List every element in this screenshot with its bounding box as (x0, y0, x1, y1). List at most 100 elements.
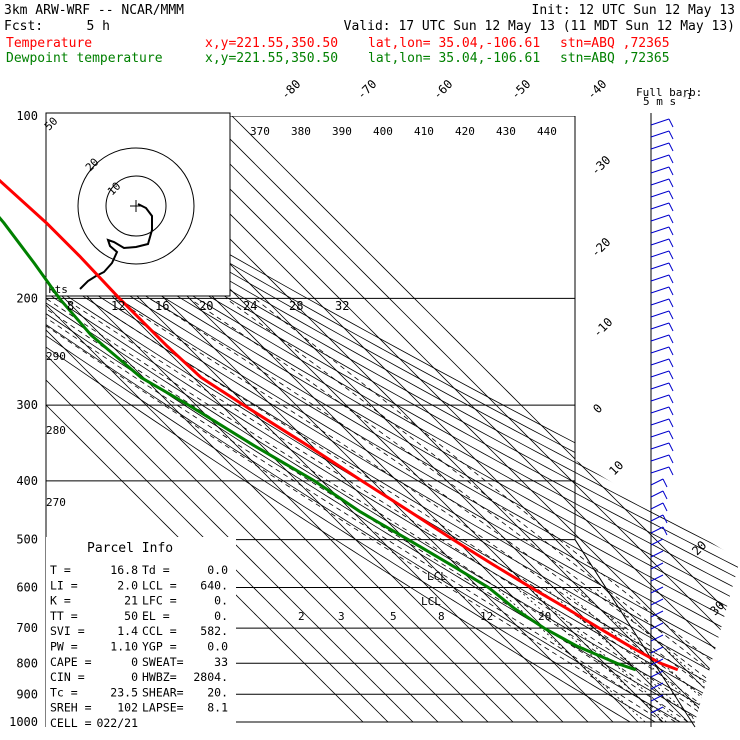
parcel-row-value-2: 0.0 (207, 563, 228, 577)
hodograph-ring-outer (77, 147, 195, 265)
parcel-row-value: 0 (131, 655, 138, 669)
plot-frame (0, 70, 740, 740)
pressure-tick-label: 300 (16, 398, 38, 412)
wind-barb-flag (650, 142, 670, 150)
parcel-row-label: T = (50, 563, 71, 577)
wind-barb-flag (650, 274, 670, 282)
theta-tick-label: 380 (291, 125, 311, 138)
dry-adiabat-line (0, 282, 706, 723)
dry-adiabat-line (0, 271, 731, 723)
parcel-row-value-2: 33 (214, 655, 228, 669)
wind-barb-flag (650, 646, 664, 654)
wind-legend-value: 5 m s (643, 95, 676, 108)
mixing-ratio-lower-label: 8 (438, 610, 445, 623)
isotherm-line (0, 283, 439, 723)
wind-barb-flag (650, 214, 670, 222)
temperature-legend-name: Temperature (6, 36, 92, 51)
pressure-tick-label: 100 (16, 109, 38, 123)
isotherm-line (56, 115, 664, 723)
theta-left-label: 280 (46, 424, 66, 437)
wind-barb-flag (650, 190, 670, 198)
parcel-row-value-2: 0. (214, 594, 228, 608)
wind-barb-flag (650, 670, 664, 678)
parcel-row-value-2: 640. (200, 578, 228, 592)
parcel-row-label: TT = (50, 609, 78, 623)
dewpoint-legend-station: stn=ABQ ,72365 (560, 51, 670, 66)
dewpoint-trace (0, 215, 637, 672)
forecast-hour: 5 h (87, 19, 110, 34)
wind-barb-flag (650, 382, 670, 390)
mixing-ratio-lower-label: 2 (298, 610, 305, 623)
frame-right-lower (574, 539, 696, 728)
parcel-row-value: 0 (131, 670, 138, 684)
dry-adiabat-line (0, 212, 740, 650)
dry-adiabat-line (0, 118, 740, 528)
dry-adiabat-line (0, 143, 740, 559)
wind-barb-tick (668, 406, 674, 416)
wind-barb-tick (668, 226, 674, 236)
parcel-row-label: SVI = (50, 624, 85, 638)
mixing-ratio-lower-label: 12 (480, 610, 493, 623)
forecast-label: Fcst: (4, 19, 43, 34)
dry-adiabat-line (0, 176, 740, 602)
wind-barb-tick (668, 178, 674, 188)
theta-left-label: 290 (46, 350, 66, 363)
wind-barb-flag (650, 634, 664, 642)
wind-barb-tick (668, 142, 674, 152)
hodograph-inset: 10 20 50 kts (42, 112, 231, 297)
parcel-row-value-2: 2804. (193, 670, 228, 684)
parcel-row-value: 022/21 (96, 716, 138, 730)
wind-barb-flag (650, 430, 670, 438)
dry-adiabat-line (0, 222, 740, 662)
wind-barb-flag (650, 418, 670, 426)
wind-barb-tick (668, 370, 674, 380)
dry-adiabat-line (0, 168, 740, 591)
wind-barb-flag (650, 178, 670, 186)
wind-barb-flag (650, 538, 664, 546)
wind-barb-flag (650, 118, 670, 126)
dewpoint-legend-latlon: lat,lon= 35.04,-106.61 (368, 51, 540, 66)
wind-barb-tick (662, 490, 668, 500)
wind-barb-tick (668, 466, 674, 476)
temperature-legend-coords: x,y=221.55,350.50 (205, 36, 338, 51)
parcel-row-value: 21 (124, 594, 138, 608)
parcel-row-label-2: LFC = (142, 594, 177, 608)
parcel-row-value: 50 (124, 609, 138, 623)
mixing-ratio-upper-label: 32 (335, 299, 349, 313)
mixing-ratio-line (528, 587, 681, 723)
parcel-row-value: 23.5 (110, 685, 138, 699)
wind-legend-title: Full barb: (636, 86, 702, 99)
theta-tick-label: 400 (373, 125, 393, 138)
wind-barb-tick (668, 334, 674, 344)
pressure-tick-label: 400 (16, 474, 38, 488)
wind-barb-tick (668, 430, 674, 440)
wind-barb-tick (668, 322, 674, 332)
wind-barb-tick (662, 502, 668, 512)
wind-barb-flag (650, 682, 664, 690)
wind-barb-flag (650, 358, 670, 366)
hodograph-trace (79, 203, 153, 290)
parcel-row-value-2: 582. (200, 624, 228, 638)
pressure-tick-label: 700 (16, 621, 38, 635)
wind-barb-flag (650, 262, 670, 270)
isotherm-line (81, 115, 689, 723)
valid-time: Valid: 17 UTC Sun 12 May 13 (11 MDT Sun … (344, 19, 735, 34)
left-margin-mask (0, 70, 46, 740)
parcel-row-value-2: 0. (214, 609, 228, 623)
wind-barb-tick (668, 238, 674, 248)
mixing-ratio-upper-label: 16 (155, 299, 169, 313)
mixing-ratio-line (515, 587, 667, 723)
dry-adiabat-line (0, 314, 631, 723)
wind-barb-tick (668, 454, 674, 464)
wind-legend-unit-exp: -1 (682, 92, 692, 101)
wind-barb-flag (650, 526, 664, 534)
temperature-legend-station: stn=ABQ ,72365 (560, 36, 670, 51)
wind-barb-flag (650, 226, 670, 234)
isotherm-tick-label: 20 (689, 538, 709, 558)
isotherm-line (6, 115, 614, 723)
wind-barb-flag (650, 346, 670, 354)
wind-barb-flag (650, 154, 670, 162)
dry-adiabat-line (0, 126, 740, 538)
parcel-row-label-2: LCL = (142, 578, 177, 592)
parcel-row-label: CIN = (50, 670, 85, 684)
